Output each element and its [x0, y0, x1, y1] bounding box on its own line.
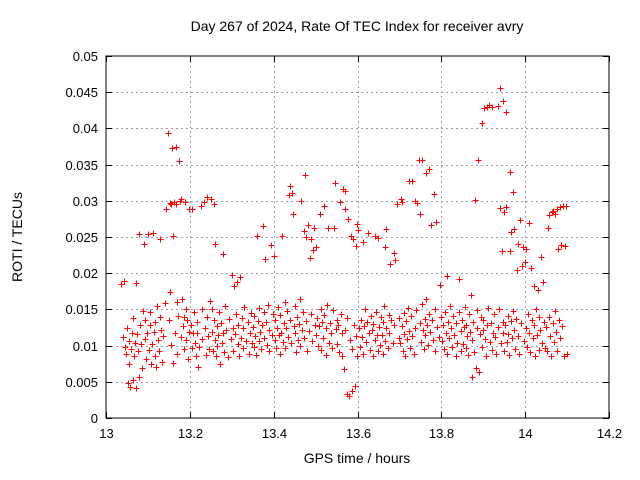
scatter-points-path — [118, 85, 571, 400]
y-tick-label: 0.005 — [65, 375, 98, 390]
x-tick-label: 14.2 — [597, 426, 622, 441]
x-tick-label: 13 — [99, 426, 113, 441]
y-axis-label: ROTI / TECUs — [9, 192, 25, 282]
y-tick-label: 0.025 — [65, 230, 98, 245]
y-tick-label: 0.015 — [65, 302, 98, 317]
x-tick-label: 13.2 — [178, 426, 203, 441]
x-axis-label: GPS time / hours — [304, 450, 411, 466]
x-tick-label: 14 — [518, 426, 532, 441]
chart-title: Day 267 of 2024, Rate Of TEC Index for r… — [191, 18, 524, 34]
y-tick-label: 0.02 — [73, 266, 98, 281]
x-tick-label: 13.8 — [429, 426, 454, 441]
tick-labels: 13 13.2 13.4 13.6 13.8 14 14.2 0 0.005 0.01 0.015 0… — [65, 49, 622, 441]
y-tick-label: 0.045 — [65, 85, 98, 100]
y-tick-label: 0.035 — [65, 158, 98, 173]
y-tick-label: 0.05 — [73, 49, 98, 64]
y-tick-label: 0.01 — [73, 339, 98, 354]
x-tick-label: 13.6 — [346, 426, 371, 441]
y-tick-label: 0 — [91, 411, 98, 426]
grid-lines — [106, 56, 609, 418]
y-tick-label: 0.03 — [73, 194, 98, 209]
x-tick-label: 13.4 — [262, 426, 287, 441]
scatter-points — [118, 85, 571, 400]
y-tick-label: 0.04 — [73, 121, 98, 136]
axis-ticks — [106, 56, 610, 419]
